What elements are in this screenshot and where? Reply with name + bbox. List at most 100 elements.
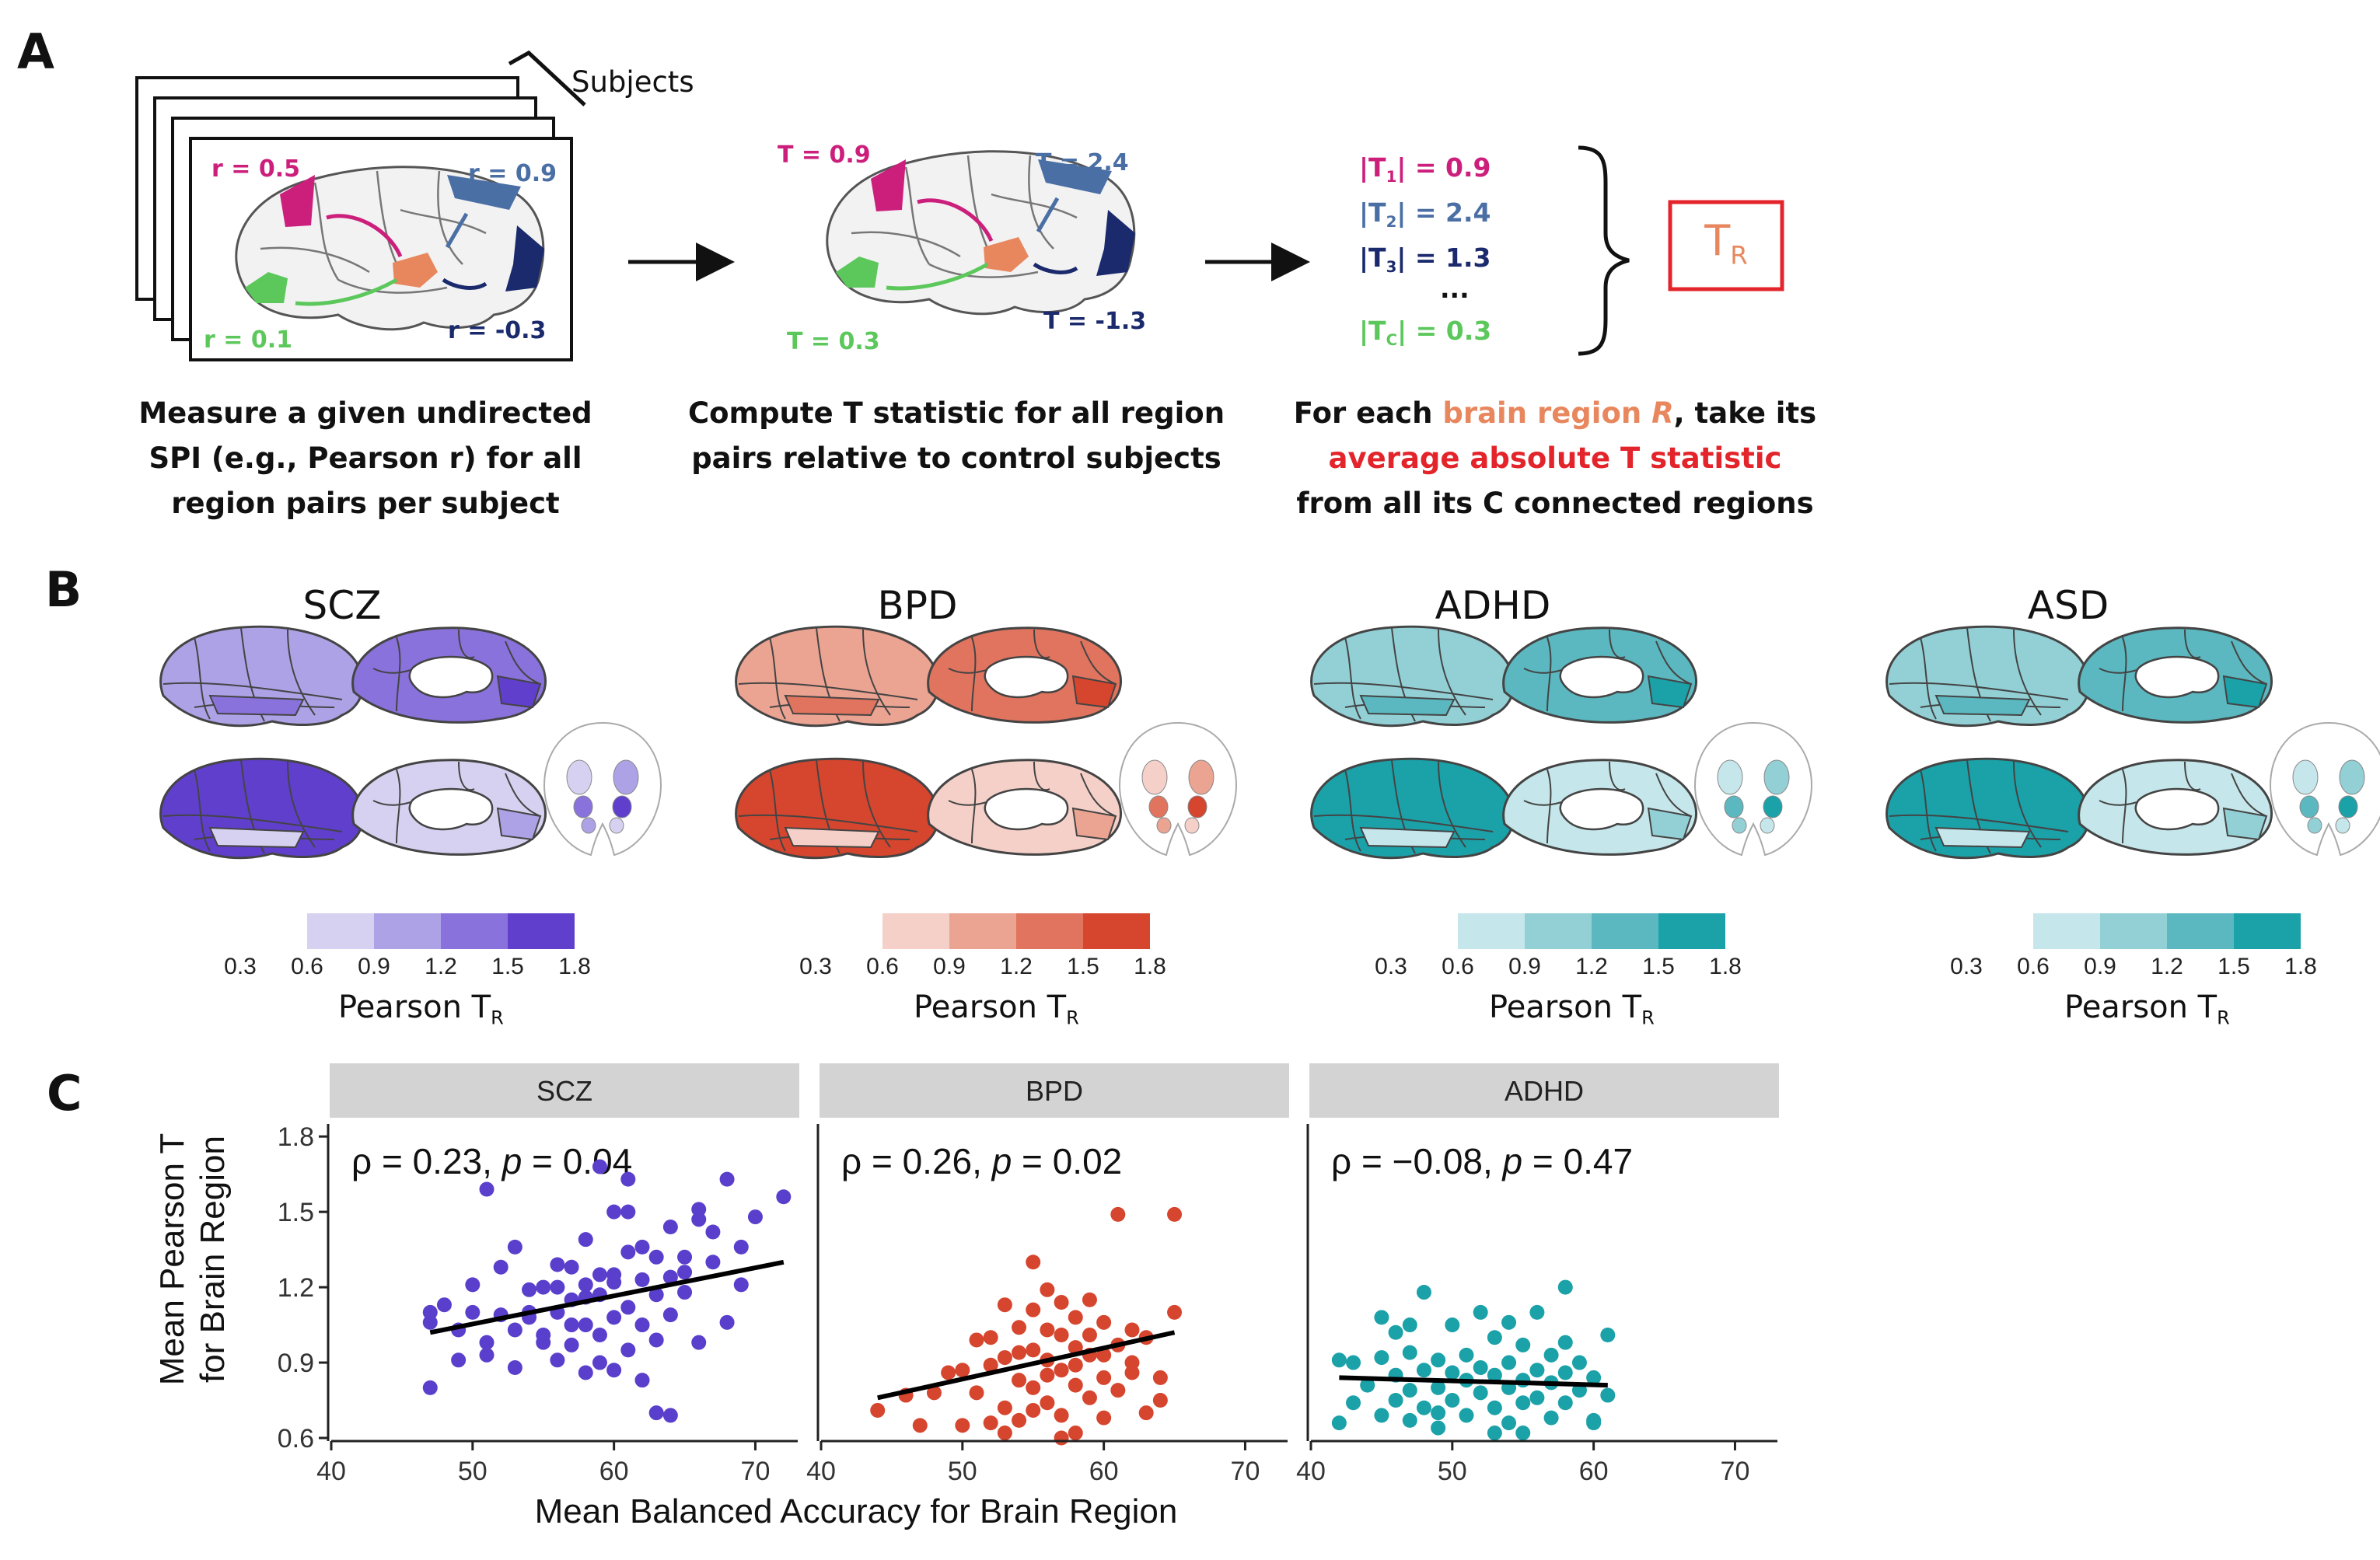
trend-line	[1339, 1375, 1608, 1388]
x-tick-label: 70	[1231, 1457, 1260, 1486]
scatter-point	[677, 1249, 693, 1265]
panel-label-b: B	[45, 561, 82, 618]
scatter-point	[955, 1418, 970, 1433]
colorbar-tick: 1.8	[2284, 954, 2317, 979]
colorbar-swatch	[1658, 913, 1725, 949]
scatter-point	[606, 1204, 622, 1220]
scatter-point	[578, 1365, 593, 1380]
scatter-point	[1012, 1412, 1027, 1428]
scatter-point	[1054, 1294, 1069, 1310]
colorbar-tick: 1.2	[425, 954, 457, 979]
facet-title: BPD	[1026, 1075, 1083, 1107]
colorbar-tick: 1.2	[2151, 954, 2183, 979]
scatter-point	[1586, 1370, 1602, 1385]
scatter-point	[662, 1307, 678, 1323]
scatter-point	[1445, 1393, 1460, 1408]
scatter-point	[648, 1287, 664, 1303]
scatter-point	[493, 1259, 509, 1275]
colorbar-swatch	[1525, 913, 1592, 949]
colorbar-label: Pearson TR	[338, 989, 504, 1029]
scatter-point	[1040, 1395, 1055, 1411]
colorbar-swatch	[441, 913, 508, 949]
brain-subject-icon	[235, 166, 545, 331]
scatter-point	[997, 1297, 1012, 1313]
scatter-point	[1054, 1327, 1069, 1342]
scatter-point	[926, 1385, 942, 1401]
scatter-point	[1557, 1365, 1573, 1380]
colorbar-tick: 0.9	[2084, 954, 2116, 979]
scatter-point	[1346, 1355, 1361, 1370]
scatter-point	[465, 1304, 481, 1320]
y-tick-label: 0.9	[278, 1349, 314, 1378]
caption3-line2: average absolute T statistic	[1328, 441, 1782, 475]
scatter-point	[1096, 1314, 1112, 1330]
correlation-annotation: ρ = −0.08, p = 0.47	[1331, 1141, 1633, 1181]
scatter-point	[1360, 1377, 1375, 1393]
scatter-point	[1040, 1367, 1055, 1383]
scatter-point	[1026, 1302, 1041, 1317]
scatter-point	[662, 1269, 678, 1285]
scatter-point	[1040, 1322, 1055, 1338]
coronal-slice	[543, 721, 662, 857]
scatter-point	[997, 1400, 1012, 1415]
scatter-point	[1431, 1420, 1446, 1436]
brain-view-1	[1885, 625, 2091, 728]
scatter-point	[1431, 1380, 1446, 1395]
scatter-point	[451, 1352, 467, 1368]
scatter-point	[1487, 1330, 1502, 1345]
scatter-point	[620, 1171, 636, 1187]
scatter-point	[1068, 1426, 1083, 1441]
brain-maps-asd	[1885, 625, 2380, 860]
scatter-point	[1600, 1327, 1616, 1342]
disorder-title-scz: SCZ	[302, 583, 382, 628]
colorbar-swatch	[307, 913, 374, 949]
x-tick-label: 40	[1296, 1457, 1326, 1486]
scatter-point	[1473, 1360, 1488, 1376]
subjects-label: Subjects	[571, 65, 694, 99]
scatter-point	[1402, 1345, 1417, 1360]
scatter-point	[955, 1363, 970, 1378]
trend-line	[877, 1330, 1176, 1401]
scatter-point	[465, 1277, 481, 1293]
scatter-point	[1515, 1426, 1531, 1441]
panel-b: SCZ 0.3 0.6 0.9 1.2 1.5 1.8 Pearson TR BPD 0.3 0.6…	[0, 567, 2380, 1049]
correlation-annotation: ρ = 0.26, p = 0.02	[841, 1141, 1122, 1181]
x-tick-label: 60	[1089, 1457, 1119, 1486]
scatter-point	[1054, 1430, 1069, 1446]
r-value-navy: r = -0.3	[448, 317, 547, 344]
scatter-point	[648, 1332, 664, 1348]
facet-title: ADHD	[1505, 1075, 1584, 1107]
trend-line	[429, 1259, 785, 1335]
y-tick-label: 1.2	[278, 1273, 314, 1303]
scatter-point	[1138, 1405, 1154, 1421]
brain-view-2	[351, 626, 547, 724]
colorbar-tick: 1.8	[1709, 954, 1742, 979]
scatter-point	[870, 1402, 886, 1418]
scatter-point	[1374, 1310, 1389, 1325]
brain-view-2	[2078, 626, 2273, 724]
colorbar-tick: 1.5	[1067, 954, 1099, 979]
abs-t-c: |TC| = 0.3	[1359, 316, 1492, 349]
panel-label-a: A	[17, 23, 54, 80]
scatter-point	[1110, 1383, 1126, 1398]
curly-brace	[1578, 145, 1630, 356]
scatter-point	[507, 1360, 522, 1376]
scatter-point	[578, 1317, 593, 1333]
facet-strip-bpd	[820, 1063, 1289, 1118]
colorbar-swatch	[949, 913, 1016, 949]
brain-view-1	[735, 625, 940, 728]
scatter-point	[1040, 1282, 1055, 1297]
colorbar-tick: 1.8	[1134, 954, 1166, 979]
scatter-point	[536, 1335, 551, 1350]
scatter-point	[1096, 1370, 1112, 1385]
subjects-bracket	[508, 50, 586, 106]
abs-t-1: |T1| = 0.9	[1359, 152, 1491, 186]
brain-view-3	[1310, 757, 1515, 860]
scatter-point	[564, 1259, 579, 1275]
x-tick-label: 70	[741, 1457, 771, 1486]
scatter-point	[507, 1322, 522, 1338]
scatter-point	[522, 1282, 537, 1297]
t-value-steel: T = 2.4	[1036, 149, 1129, 176]
scatter-point	[1012, 1373, 1027, 1388]
scatter-point	[1388, 1324, 1403, 1340]
